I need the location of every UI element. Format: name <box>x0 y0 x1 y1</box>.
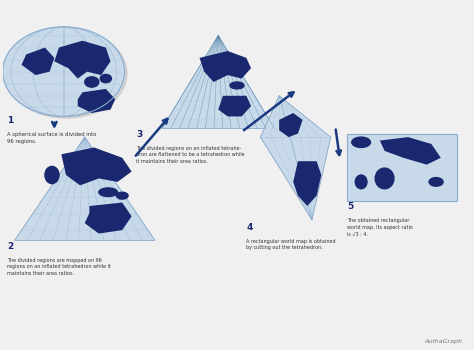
Ellipse shape <box>117 192 128 199</box>
Circle shape <box>100 75 111 83</box>
Circle shape <box>5 29 127 118</box>
Text: AuthaGraph: AuthaGraph <box>424 339 462 344</box>
Ellipse shape <box>356 175 367 189</box>
Polygon shape <box>85 203 132 233</box>
Circle shape <box>85 77 99 87</box>
Polygon shape <box>61 147 132 186</box>
Text: A rectangular world map is obtained
by cutting out the tetrahedron.: A rectangular world map is obtained by c… <box>246 239 336 250</box>
Text: 1: 1 <box>8 116 14 125</box>
Ellipse shape <box>99 188 118 197</box>
Text: The divided regions are mapped on 96
regions on an inflated tetrahedron while it: The divided regions are mapped on 96 reg… <box>8 258 111 276</box>
Ellipse shape <box>375 168 394 189</box>
Polygon shape <box>200 51 251 82</box>
Polygon shape <box>78 89 115 113</box>
Polygon shape <box>162 35 274 128</box>
Ellipse shape <box>230 82 244 89</box>
Ellipse shape <box>352 137 371 147</box>
Text: 5: 5 <box>347 202 353 211</box>
Text: The obtained rectangular
world map. Its aspect ratio
is √3 : 4.: The obtained rectangular world map. Its … <box>347 218 413 236</box>
Text: 3: 3 <box>137 130 143 139</box>
Text: A spherical surface is divided into
96 regions.: A spherical surface is divided into 96 r… <box>8 132 97 143</box>
Circle shape <box>3 27 125 117</box>
Ellipse shape <box>429 177 443 186</box>
Text: The divided regions on an inflated tetrahe-
dron are flattened to be a tetrahedr: The divided regions on an inflated tetra… <box>137 146 245 164</box>
Polygon shape <box>279 113 302 137</box>
Text: 4: 4 <box>246 223 253 232</box>
Polygon shape <box>55 41 110 78</box>
Ellipse shape <box>45 166 59 184</box>
FancyBboxPatch shape <box>347 134 457 201</box>
Polygon shape <box>15 137 155 240</box>
Polygon shape <box>21 48 55 75</box>
Polygon shape <box>380 137 441 164</box>
Polygon shape <box>293 161 321 206</box>
Polygon shape <box>260 96 331 220</box>
Text: 2: 2 <box>8 242 14 251</box>
Polygon shape <box>218 96 251 117</box>
